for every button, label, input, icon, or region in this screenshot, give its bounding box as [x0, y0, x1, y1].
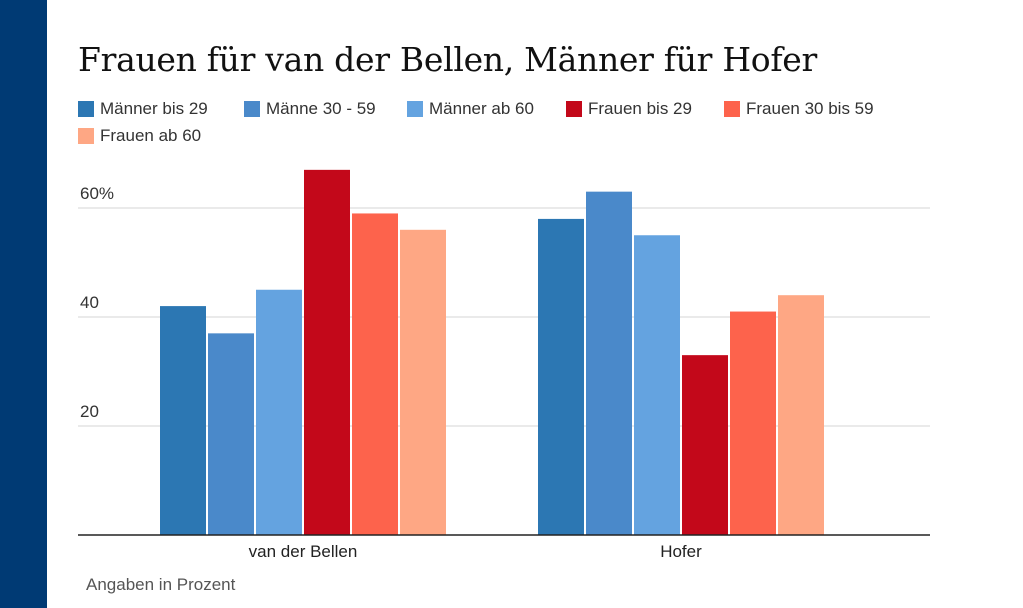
y-tick-label-20: 20	[80, 402, 99, 421]
chart-title: Frauen für van der Bellen, Männer für Ho…	[78, 40, 817, 79]
x-tick-label-1: van der Bellen	[249, 542, 358, 561]
legend-swatch	[244, 101, 260, 117]
legend-item-6[interactable]: Frauen ab 60	[78, 126, 201, 146]
sidebar-accent	[0, 0, 47, 608]
legend-swatch	[78, 128, 94, 144]
legend-item-1[interactable]: Männer bis 29	[78, 99, 208, 119]
bar-hofer-series-5	[730, 311, 776, 535]
bar-van-der-bellen-series-6	[400, 229, 446, 536]
bar-van-der-bellen-series-2	[208, 333, 254, 535]
bar-hofer-series-2	[586, 191, 632, 535]
legend-label: Männe 30 - 59	[266, 99, 376, 118]
legend-swatch	[407, 101, 423, 117]
legend-item-4[interactable]: Frauen bis 29	[566, 99, 692, 119]
legend-item-2[interactable]: Männe 30 - 59	[244, 99, 376, 119]
legend-swatch	[724, 101, 740, 117]
legend-label: Frauen 30 bis 59	[746, 99, 874, 118]
x-tick-label-2: Hofer	[660, 542, 702, 561]
bar-hofer-series-3	[634, 235, 680, 535]
legend-label: Frauen bis 29	[588, 99, 692, 118]
bar-hofer-series-4	[682, 355, 728, 535]
chart-footnote: Angaben in Prozent	[86, 575, 236, 594]
bar-van-der-bellen-series-1	[160, 306, 206, 535]
legend-swatch	[566, 101, 582, 117]
legend-item-5[interactable]: Frauen 30 bis 59	[724, 99, 874, 119]
y-tick-label-40: 40	[80, 293, 99, 312]
bar-hofer-series-1	[538, 218, 584, 535]
bar-van-der-bellen-series-3	[256, 289, 302, 535]
legend-swatch	[78, 101, 94, 117]
bar-van-der-bellen-series-4	[304, 169, 350, 535]
y-tick-label-60: 60%	[80, 184, 114, 203]
bar-van-der-bellen-series-5	[352, 213, 398, 535]
legend-label: Männer bis 29	[100, 99, 208, 118]
legend-label: Männer ab 60	[429, 99, 534, 118]
legend-label: Frauen ab 60	[100, 126, 202, 145]
bar-hofer-series-6	[778, 295, 824, 535]
legend-item-3[interactable]: Männer ab 60	[407, 99, 534, 119]
